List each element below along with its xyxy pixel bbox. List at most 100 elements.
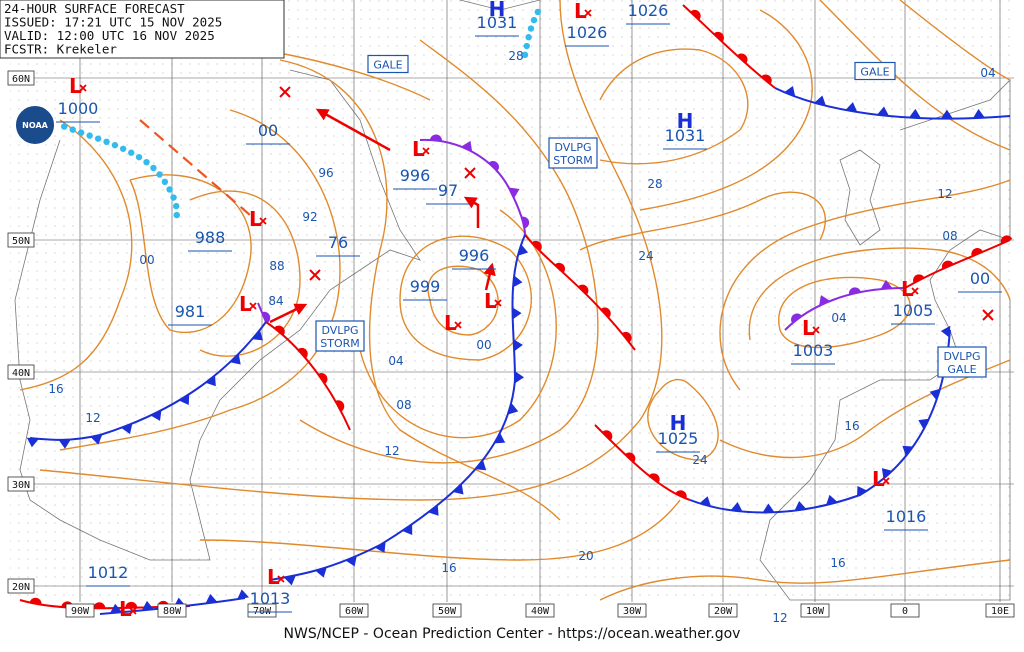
front-symbol — [93, 602, 106, 609]
warm-semicircle — [737, 53, 748, 64]
cold-triangle — [881, 468, 893, 479]
lon-label: 10W — [806, 606, 825, 617]
header-box — [0, 0, 285, 59]
isobar-label: 16 — [844, 419, 859, 433]
lat-box — [7, 232, 35, 248]
cold-triangle — [205, 375, 216, 387]
warning-text: GALE — [860, 66, 889, 79]
front-dot — [525, 34, 532, 41]
warning-text: DVLPG — [321, 324, 358, 337]
pressure-value: 1026 — [628, 1, 669, 20]
warning-text: DVLPG — [554, 141, 591, 154]
isobar-label: 04 — [388, 354, 403, 368]
pressure-value: 996 — [400, 166, 431, 185]
warning-box — [937, 346, 987, 378]
front-dot — [77, 129, 85, 136]
warm-semicircle — [675, 490, 687, 499]
isobar-label: 08 — [396, 398, 411, 412]
cold-triangle — [237, 589, 250, 600]
low-symbol: L — [872, 467, 885, 491]
front-symbol — [26, 437, 39, 448]
cold-triangle — [315, 567, 327, 578]
isobar-label: 12 — [85, 411, 100, 425]
warning-box — [315, 320, 365, 352]
warm-semicircle — [648, 473, 660, 483]
front-dot — [170, 194, 177, 201]
isobar-label: 92 — [302, 210, 317, 224]
front-line — [419, 138, 526, 236]
lon-label: 60W — [345, 606, 364, 617]
header-line: ISSUED: 17:21 UTC 15 NOV 2025 — [4, 15, 222, 30]
lat-box — [7, 476, 35, 492]
warm-semicircle — [29, 597, 42, 605]
front-dot — [135, 153, 143, 161]
cold-triangle — [845, 102, 858, 113]
front-symbol — [762, 503, 775, 513]
front-symbol — [345, 555, 357, 567]
front-symbol — [452, 483, 464, 495]
cold-triangle — [374, 542, 386, 553]
cold-triangle — [512, 275, 523, 288]
pressure-value: 1000 — [58, 99, 99, 118]
low-x — [494, 299, 502, 307]
pressure-value: 00 — [258, 121, 278, 140]
cold-triangle — [514, 371, 524, 384]
front-symbol — [475, 459, 487, 471]
front-symbol — [121, 423, 133, 435]
isobar-label: 24 — [692, 453, 707, 467]
warning-box — [548, 137, 598, 169]
cold-triangle — [345, 555, 357, 567]
warning-text: STORM — [320, 337, 360, 350]
front-dot — [143, 158, 150, 166]
front-symbol — [940, 325, 951, 338]
front-symbol — [237, 589, 250, 600]
front-symbol — [150, 410, 162, 421]
warm-semicircle — [125, 601, 138, 608]
lat-label: 20N — [12, 582, 30, 593]
lon-box — [708, 603, 738, 618]
lat-label: 30N — [12, 480, 30, 491]
lon-box — [65, 603, 95, 618]
cold-triangle — [428, 505, 439, 516]
front-symbol — [877, 106, 890, 117]
front-symbol — [972, 108, 985, 119]
cold-triangle — [918, 418, 930, 430]
pressure-value: 97 — [438, 181, 458, 200]
front-symbol — [881, 468, 893, 479]
low-x — [79, 84, 87, 92]
isobar-label: 96 — [318, 166, 333, 180]
front-symbol — [178, 394, 190, 406]
isobar-label: 88 — [269, 259, 284, 273]
cold-triangle — [178, 394, 190, 406]
front-symbol — [902, 445, 914, 457]
front-symbol — [675, 490, 687, 499]
lon-label: 20W — [714, 606, 733, 617]
front-symbol — [517, 244, 529, 256]
front-symbol — [297, 347, 308, 359]
pressure-value: 999 — [410, 277, 441, 296]
low-symbol: L — [249, 207, 262, 231]
pressure-value: 1005 — [893, 301, 934, 320]
front-symbol — [814, 95, 826, 106]
low-symbol: L — [119, 597, 132, 621]
cold-triangle — [699, 496, 712, 507]
cold-triangle — [252, 329, 264, 341]
isobar-label: 08 — [942, 229, 957, 243]
fronts — [19, 4, 1013, 615]
warm-semicircle — [971, 248, 983, 257]
pressure-value: 981 — [175, 302, 206, 321]
lon-box — [339, 603, 369, 618]
front-symbol — [205, 375, 216, 387]
logo-text: NOAA — [22, 121, 48, 130]
warning-text: GALE — [947, 363, 976, 376]
low-symbol: L — [574, 0, 587, 23]
front-symbol — [845, 102, 858, 113]
cold-triangle — [494, 432, 506, 444]
front-dot — [103, 138, 110, 146]
front-dot — [173, 202, 180, 210]
front-symbol — [494, 432, 506, 444]
front-symbol — [205, 593, 218, 604]
cold-triangle — [141, 600, 154, 611]
warm-semicircle — [600, 307, 611, 318]
